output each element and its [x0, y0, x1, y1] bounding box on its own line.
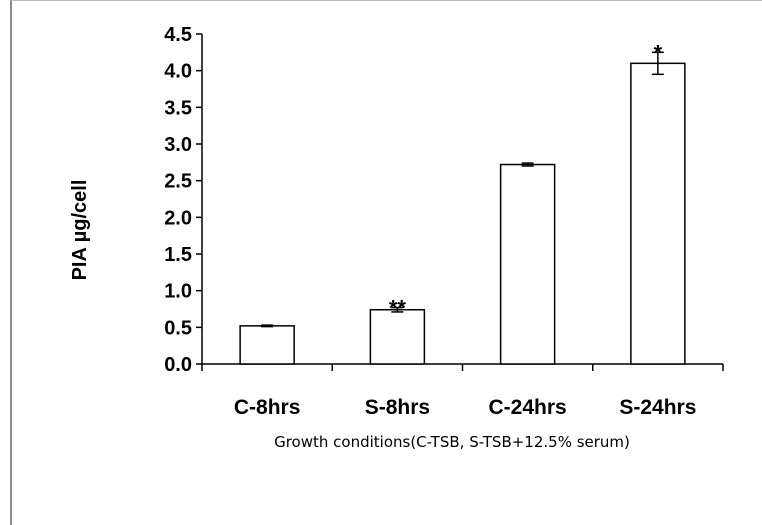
significance-marker: * [654, 40, 663, 65]
x-tick-labels: C-8hrs S-8hrs C-24hrs S-24hrs [234, 396, 697, 419]
x-tick-label: C-24hrs [489, 396, 567, 419]
y-tick-label: 4.5 [164, 24, 192, 46]
y-tick-label: 1.5 [164, 244, 192, 266]
x-tick-label: C-8hrs [234, 396, 301, 419]
x-tick-label: S-8hrs [365, 396, 430, 419]
y-tick-label: 1.0 [164, 281, 192, 303]
bar [239, 325, 295, 365]
bar [499, 163, 556, 365]
chart-frame [10, 0, 762, 525]
y-tick-label: 3.0 [164, 134, 192, 156]
y-ticks: 0.0 0.5 1.0 1.5 2.0 2.5 3.0 3.5 4.0 4.5 [164, 24, 202, 376]
bar [630, 62, 686, 365]
x-axis-title: Growth conditions(C-TSB, S-TSB+12.5% ser… [274, 433, 630, 451]
y-tick-label: 0.5 [164, 317, 192, 339]
y-tick-label: 0.0 [164, 354, 192, 376]
bars: *** [239, 40, 686, 365]
y-axis-title: PIA µg/cell [69, 180, 91, 281]
y-tick-label: 2.5 [164, 171, 192, 193]
y-tick-label: 4.0 [164, 61, 192, 83]
significance-marker: ** [389, 296, 407, 321]
y-tick-label: 3.5 [164, 97, 192, 119]
x-tick-label: S-24hrs [619, 396, 696, 419]
y-tick-label: 2.0 [164, 207, 192, 229]
